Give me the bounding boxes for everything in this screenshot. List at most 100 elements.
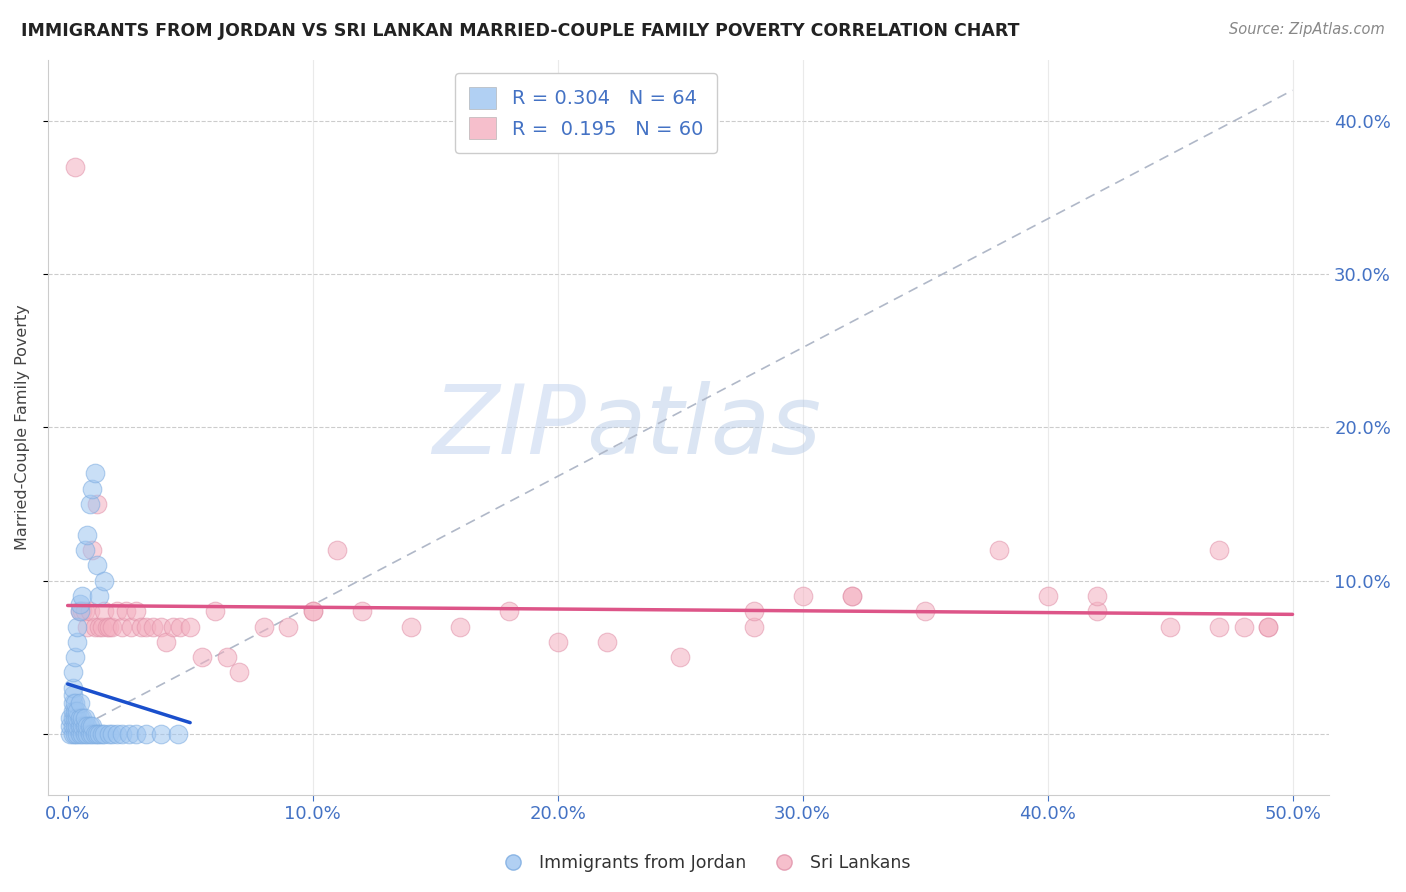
Point bbox=[79, 604, 101, 618]
Point bbox=[115, 604, 138, 618]
Point bbox=[204, 604, 226, 618]
Point bbox=[215, 650, 238, 665]
Point bbox=[449, 619, 471, 633]
Point bbox=[125, 604, 148, 618]
Point bbox=[1085, 604, 1108, 618]
Point bbox=[66, 711, 89, 725]
Point bbox=[62, 696, 84, 710]
Point bbox=[149, 727, 172, 741]
Point bbox=[301, 604, 323, 618]
Point bbox=[63, 719, 86, 733]
Point bbox=[82, 542, 104, 557]
Point bbox=[66, 635, 89, 649]
Point bbox=[120, 619, 142, 633]
Point bbox=[93, 604, 115, 618]
Point bbox=[100, 619, 122, 633]
Point bbox=[63, 696, 86, 710]
Point bbox=[1208, 542, 1230, 557]
Point bbox=[86, 558, 108, 573]
Point bbox=[669, 650, 692, 665]
Point bbox=[62, 719, 84, 733]
Point bbox=[73, 542, 96, 557]
Point bbox=[841, 589, 863, 603]
Point bbox=[86, 497, 108, 511]
Point bbox=[277, 619, 299, 633]
Point bbox=[155, 635, 177, 649]
Point bbox=[98, 727, 121, 741]
Point bbox=[66, 727, 89, 741]
Point bbox=[72, 589, 94, 603]
Point bbox=[63, 704, 86, 718]
Point bbox=[73, 719, 96, 733]
Point bbox=[326, 542, 349, 557]
Point bbox=[162, 619, 184, 633]
Point bbox=[301, 604, 323, 618]
Point bbox=[82, 719, 104, 733]
Point bbox=[66, 619, 89, 633]
Point bbox=[93, 727, 115, 741]
Point bbox=[62, 689, 84, 703]
Point bbox=[66, 719, 89, 733]
Point bbox=[169, 619, 191, 633]
Point bbox=[69, 604, 91, 618]
Point bbox=[91, 727, 114, 741]
Point bbox=[89, 727, 111, 741]
Point bbox=[350, 604, 373, 618]
Point bbox=[129, 619, 152, 633]
Point bbox=[841, 589, 863, 603]
Point bbox=[59, 711, 82, 725]
Point bbox=[83, 467, 105, 481]
Point bbox=[110, 727, 132, 741]
Point bbox=[63, 650, 86, 665]
Point bbox=[63, 727, 86, 741]
Point bbox=[89, 619, 111, 633]
Point bbox=[118, 727, 141, 741]
Point bbox=[63, 160, 86, 174]
Point bbox=[59, 719, 82, 733]
Point bbox=[179, 619, 201, 633]
Point bbox=[142, 619, 165, 633]
Point bbox=[93, 574, 115, 588]
Legend: Immigrants from Jordan, Sri Lankans: Immigrants from Jordan, Sri Lankans bbox=[488, 847, 918, 879]
Point bbox=[135, 727, 157, 741]
Point bbox=[742, 619, 765, 633]
Point bbox=[76, 619, 98, 633]
Y-axis label: Married-Couple Family Poverty: Married-Couple Family Poverty bbox=[15, 304, 30, 550]
Point bbox=[73, 727, 96, 741]
Legend: R = 0.304   N = 64, R =  0.195   N = 60: R = 0.304 N = 64, R = 0.195 N = 60 bbox=[456, 73, 717, 153]
Point bbox=[96, 619, 118, 633]
Point bbox=[66, 704, 89, 718]
Point bbox=[1159, 619, 1181, 633]
Point bbox=[98, 619, 121, 633]
Point bbox=[69, 696, 91, 710]
Point bbox=[105, 727, 128, 741]
Point bbox=[72, 719, 94, 733]
Point bbox=[1257, 619, 1279, 633]
Point bbox=[228, 665, 250, 680]
Point bbox=[82, 482, 104, 496]
Point bbox=[547, 635, 569, 649]
Point bbox=[62, 665, 84, 680]
Point bbox=[498, 604, 520, 618]
Point bbox=[72, 604, 94, 618]
Point bbox=[1232, 619, 1254, 633]
Point bbox=[135, 619, 157, 633]
Point bbox=[399, 619, 422, 633]
Point bbox=[110, 619, 132, 633]
Point bbox=[89, 589, 111, 603]
Point bbox=[62, 711, 84, 725]
Point bbox=[69, 727, 91, 741]
Text: IMMIGRANTS FROM JORDAN VS SRI LANKAN MARRIED-COUPLE FAMILY POVERTY CORRELATION C: IMMIGRANTS FROM JORDAN VS SRI LANKAN MAR… bbox=[21, 22, 1019, 40]
Point bbox=[82, 727, 104, 741]
Text: atlas: atlas bbox=[586, 381, 821, 474]
Point bbox=[73, 604, 96, 618]
Point bbox=[62, 681, 84, 695]
Point bbox=[86, 727, 108, 741]
Text: Source: ZipAtlas.com: Source: ZipAtlas.com bbox=[1229, 22, 1385, 37]
Text: ZIP: ZIP bbox=[432, 381, 586, 474]
Point bbox=[72, 727, 94, 741]
Point bbox=[105, 604, 128, 618]
Point bbox=[792, 589, 814, 603]
Point bbox=[987, 542, 1010, 557]
Point bbox=[69, 604, 91, 618]
